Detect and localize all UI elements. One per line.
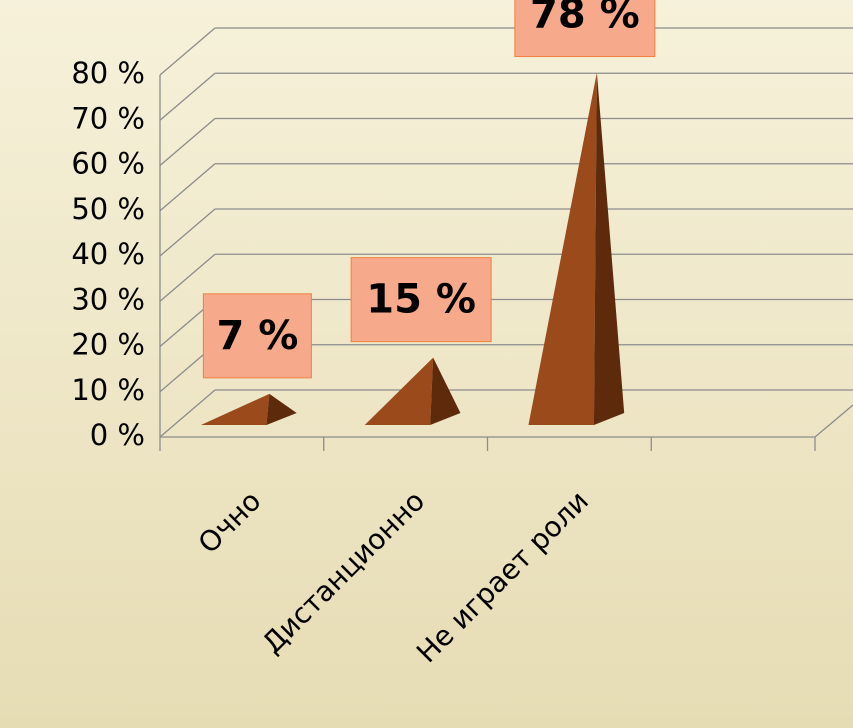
grid-line [159,389,216,438]
value-label: 15 % [366,277,476,323]
axis-line [814,404,853,438]
value-label: 7 % [216,313,298,359]
y-tick-label: 10 % [71,373,145,407]
y-tick-label: 70 % [71,101,145,135]
y-tick-label: 50 % [71,192,145,226]
pyramid-front [200,393,270,425]
y-tick-label: 30 % [71,282,145,316]
value-label-box [514,0,656,58]
value-label: 78 % [530,0,640,38]
grid-line [159,163,216,212]
pyramid-side [266,393,297,425]
y-tick-label: 20 % [71,328,145,362]
pyramid-front [528,72,597,426]
pyramid-side [430,357,461,425]
grid-line [159,27,216,76]
pyramid-front [364,357,434,425]
y-tick-label: 80 % [71,56,145,90]
grid-line [159,253,216,302]
pyramid-side [593,72,625,426]
y-tick-label: 0 % [90,418,145,452]
y-tick-label: 40 % [71,237,145,271]
value-label-box [350,257,492,343]
grid-line [159,208,216,257]
value-label-box [202,293,312,379]
grid-line [159,72,216,121]
grid-line [159,118,216,166]
y-tick-label: 60 % [71,147,145,181]
